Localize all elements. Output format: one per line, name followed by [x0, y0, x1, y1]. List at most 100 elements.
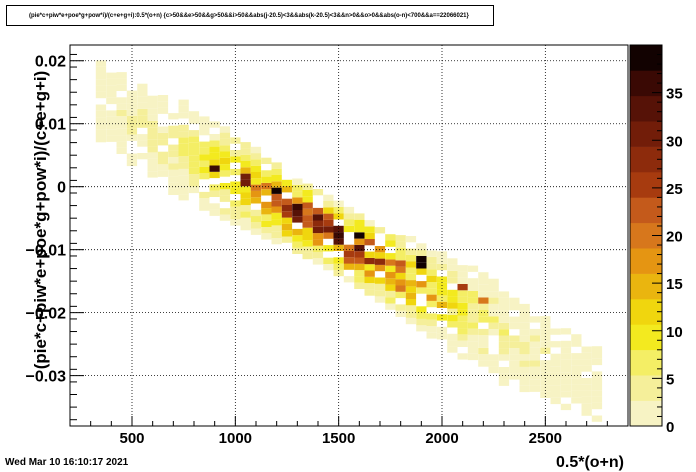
heatmap-cell [302, 196, 313, 203]
heatmap-cell [529, 379, 541, 386]
heatmap-cell [405, 286, 417, 293]
heatmap-cell [116, 103, 127, 110]
heatmap-cell [292, 178, 303, 185]
heatmap-cell [498, 291, 510, 298]
palette-swatch [630, 121, 662, 147]
heatmap-cell [95, 66, 107, 73]
heatmap-cell [292, 216, 303, 223]
heatmap-cell [106, 91, 117, 98]
heatmap-cell [581, 390, 592, 397]
heatmap-cell [323, 207, 334, 214]
heatmap-cell [312, 207, 324, 215]
heatmap-cell [323, 264, 334, 271]
heatmap-cell [436, 295, 448, 302]
heatmap-cell [591, 396, 603, 403]
plot-title-text: (pie*c+piw*e+poe*g+pow*i)/(c+e+g+i):0.5*… [29, 12, 469, 19]
heatmap-cell [478, 303, 489, 310]
heatmap-cell [240, 186, 251, 193]
heatmap-cell [519, 316, 530, 323]
heatmap-cell [426, 300, 437, 308]
heatmap-cell [199, 166, 210, 173]
heatmap-cell [436, 289, 448, 296]
heatmap-cell [509, 348, 520, 355]
heatmap-cell [488, 278, 499, 285]
heatmap-cell [467, 278, 479, 285]
heatmap-cell [271, 162, 282, 169]
heatmap-cell [591, 384, 603, 391]
heatmap-cell [312, 214, 324, 221]
heatmap-cell [416, 287, 427, 294]
y-axis: −0.03 −0.02 −0.01 0 0.01 0.02 [26, 54, 84, 421]
heatmap-cell [292, 235, 303, 242]
heatmap-cell [571, 365, 582, 372]
heatmap-cell [395, 272, 406, 280]
heatmap-cell [550, 372, 561, 379]
heatmap-cell [354, 213, 365, 220]
heatmap-cell [137, 115, 148, 122]
heatmap-cell [188, 111, 200, 118]
heatmap-cell [240, 179, 251, 187]
heatmap-cell [261, 208, 272, 215]
heatmap-cell [447, 296, 458, 303]
heatmap-cell [240, 161, 251, 168]
heatmap-cell [395, 266, 406, 273]
heatmap-cell [467, 303, 479, 310]
heatmap-cell [405, 311, 417, 318]
heatmap-cell [281, 230, 293, 237]
heatmap-cell [157, 126, 169, 133]
heatmap-cell [147, 108, 158, 115]
heatmap-cell [95, 136, 107, 143]
heatmap-cell [395, 254, 406, 261]
heatmap-cell [478, 297, 489, 304]
heatmap-cell [550, 397, 561, 405]
heatmap-cell [354, 226, 365, 233]
heatmap-cell [364, 220, 375, 227]
y-tick-label: 0 [57, 180, 66, 197]
heatmap-cell [509, 335, 520, 342]
heatmap-cell [457, 321, 468, 329]
heatmap-cell [199, 147, 210, 155]
heatmap-cell [271, 238, 282, 245]
y-tick-label: 0.01 [35, 117, 66, 134]
heatmap-cell [467, 341, 479, 348]
heatmap-cell [209, 159, 220, 166]
heatmap-cell [395, 310, 406, 317]
heatmap-cell [137, 121, 148, 128]
heatmap-cell [395, 285, 406, 292]
heatmap-cell [95, 104, 107, 111]
heatmap-cell [261, 227, 272, 234]
heatmap-cell [457, 334, 468, 341]
heatmap-cell [219, 132, 231, 139]
heatmap-cell [416, 312, 427, 319]
heatmap-cell [209, 165, 220, 172]
heatmap-cell [168, 125, 179, 132]
heatmap-cell [147, 152, 158, 159]
heatmap-cell [509, 341, 520, 349]
heatmap-cell [312, 226, 324, 234]
heatmap-cell [591, 390, 603, 397]
heatmap-cell [302, 208, 313, 216]
heatmap-cell [219, 164, 231, 171]
heatmap-cell [250, 190, 262, 198]
heatmap-cell [395, 247, 406, 254]
heatmap-cell [343, 257, 355, 264]
heatmap-cell [550, 360, 561, 367]
heatmap-cell [467, 322, 479, 329]
heatmap-cell [292, 228, 303, 236]
heatmap-cell [519, 310, 530, 317]
heatmap-cell [116, 147, 127, 154]
heatmap-cell [302, 227, 313, 234]
heatmap-cell [447, 277, 458, 284]
heatmap-cell [188, 149, 200, 156]
heatmap-cell [591, 352, 603, 359]
heatmap-cell [219, 170, 231, 177]
heatmap-cell [519, 366, 530, 374]
heatmap-cell [385, 290, 396, 298]
heatmap-cell [157, 139, 169, 146]
heatmap-cell [560, 328, 572, 335]
heatmap-cell [581, 359, 592, 366]
heatmap-cell [219, 145, 231, 152]
heatmap-cell [343, 225, 355, 233]
heatmap-cell [147, 95, 158, 102]
heatmap-cell [447, 289, 458, 297]
